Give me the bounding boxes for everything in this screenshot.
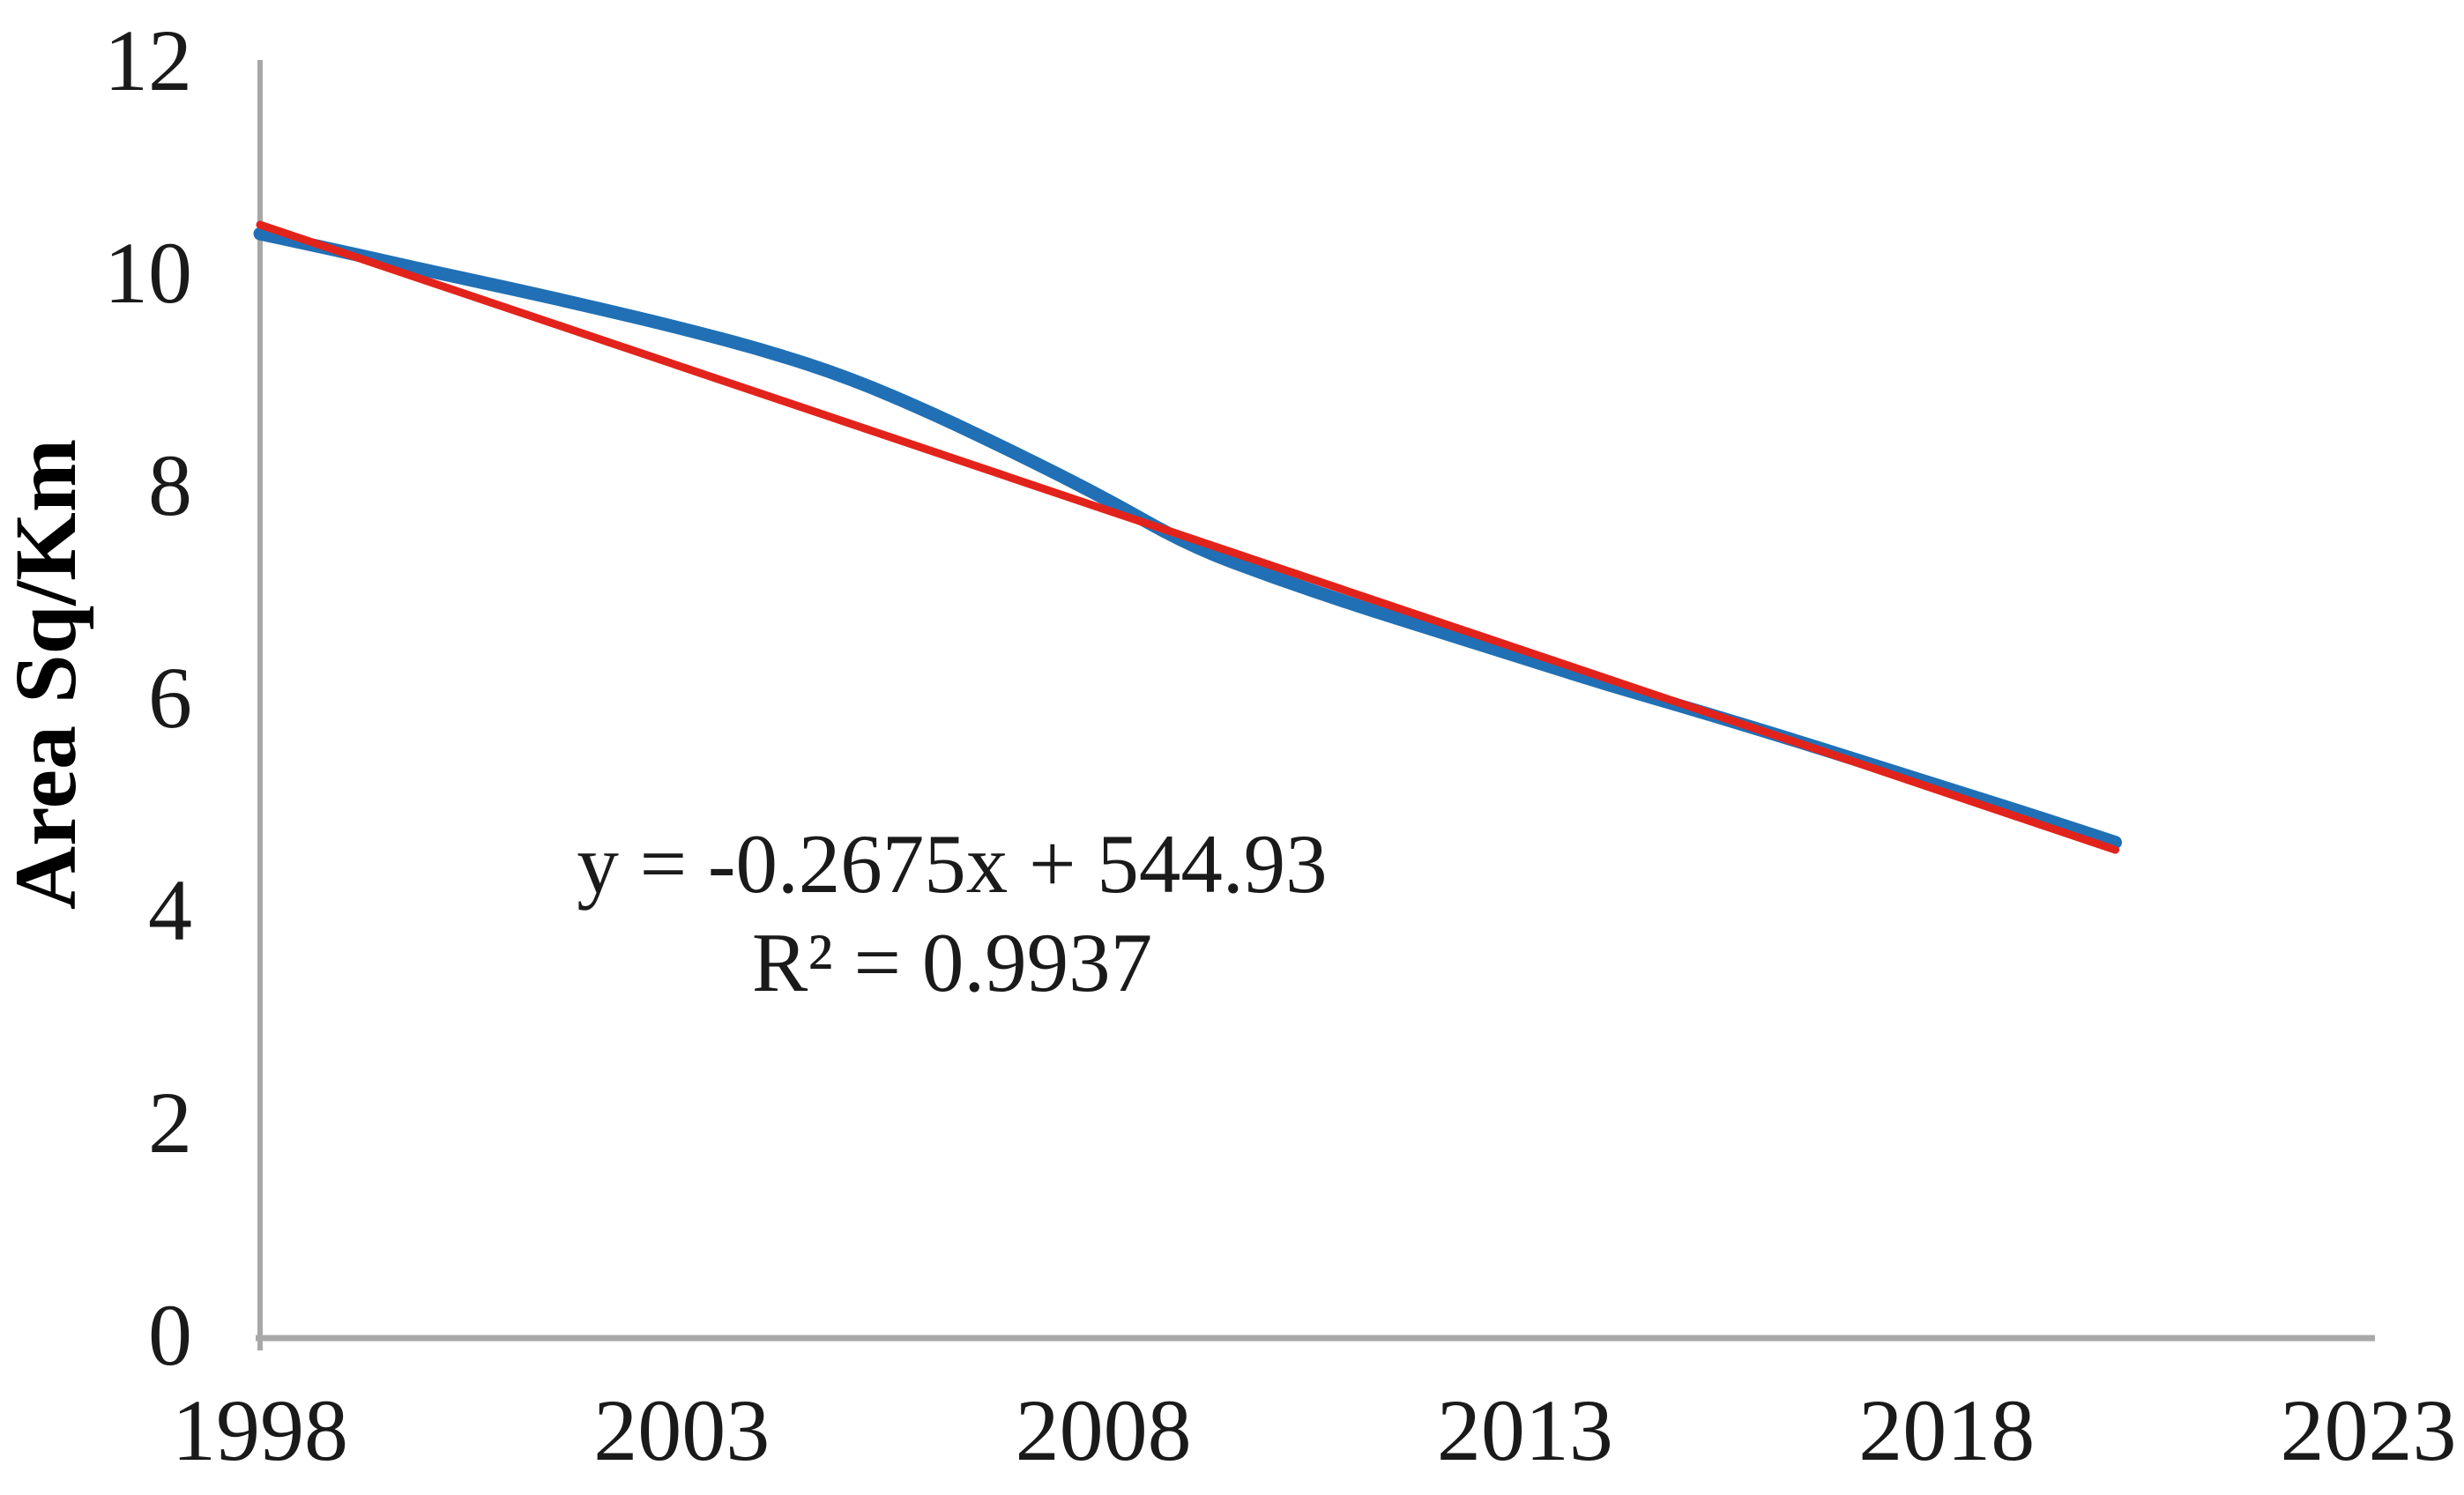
x-tick-label: 1998 <box>172 1381 348 1479</box>
trendline-equation: y = -0.2675x + 544.93 <box>577 817 1327 911</box>
x-tick-label: 2023 <box>2281 1381 2457 1479</box>
x-tick-label: 2008 <box>1016 1381 1192 1479</box>
x-tick-label: 2013 <box>1437 1381 1613 1479</box>
y-tick-label: 8 <box>148 436 192 534</box>
y-tick-label: 4 <box>148 861 192 959</box>
y-tick-label: 10 <box>104 224 192 322</box>
x-tick-label: 2003 <box>593 1381 770 1479</box>
trendline <box>256 220 2120 854</box>
y-tick-label: 2 <box>148 1074 192 1171</box>
x-tick-label: 2018 <box>1858 1381 2035 1479</box>
y-axis-title: Area Sq/Km <box>0 439 94 910</box>
y-tick-label: 0 <box>148 1286 192 1384</box>
trendline-r-squared: R² = 0.9937 <box>752 916 1152 1009</box>
y-tick-label: 6 <box>148 649 192 747</box>
y-tick-label: 12 <box>104 11 192 109</box>
